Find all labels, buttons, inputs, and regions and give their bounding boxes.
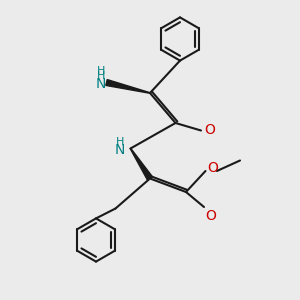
Text: O: O bbox=[205, 124, 215, 137]
Polygon shape bbox=[106, 80, 150, 93]
Text: N: N bbox=[96, 77, 106, 91]
Text: H: H bbox=[97, 70, 105, 81]
Text: O: O bbox=[206, 208, 216, 223]
Text: O: O bbox=[207, 161, 218, 175]
Text: H: H bbox=[116, 137, 124, 147]
Polygon shape bbox=[130, 148, 152, 180]
Text: H: H bbox=[97, 66, 105, 76]
Text: N: N bbox=[115, 143, 125, 157]
